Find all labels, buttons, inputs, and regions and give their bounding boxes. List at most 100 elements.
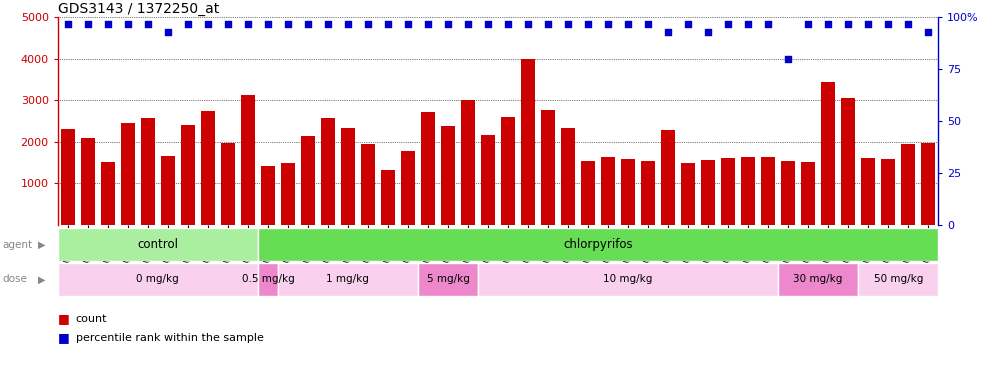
- Bar: [501, 117, 515, 225]
- Point: [340, 20, 356, 26]
- Point: [740, 20, 756, 26]
- Text: GDS3143 / 1372250_at: GDS3143 / 1372250_at: [58, 2, 219, 16]
- Bar: [461, 100, 475, 225]
- Bar: [101, 162, 115, 225]
- Point: [780, 56, 796, 62]
- Point: [139, 20, 155, 26]
- Bar: [301, 136, 315, 225]
- Text: ■: ■: [58, 312, 70, 325]
- Text: 10 mg/kg: 10 mg/kg: [604, 274, 652, 285]
- Bar: [418, 263, 478, 296]
- Point: [520, 20, 536, 26]
- Text: percentile rank within the sample: percentile rank within the sample: [76, 333, 264, 343]
- Point: [180, 20, 196, 26]
- Point: [720, 20, 736, 26]
- Point: [800, 20, 816, 26]
- Bar: [258, 228, 938, 261]
- Bar: [258, 263, 278, 296]
- Bar: [241, 95, 255, 225]
- Bar: [622, 159, 635, 225]
- Text: 50 mg/kg: 50 mg/kg: [873, 274, 923, 285]
- Bar: [61, 129, 75, 225]
- Bar: [601, 157, 616, 225]
- Point: [360, 20, 375, 26]
- Point: [920, 29, 936, 35]
- Point: [120, 20, 135, 26]
- Point: [500, 20, 516, 26]
- Bar: [901, 144, 915, 225]
- Text: ■: ■: [58, 331, 70, 344]
- Point: [240, 20, 256, 26]
- Bar: [521, 59, 535, 225]
- Bar: [341, 127, 355, 225]
- Point: [460, 20, 476, 26]
- Text: 30 mg/kg: 30 mg/kg: [794, 274, 843, 285]
- Point: [420, 20, 436, 26]
- Bar: [921, 142, 935, 225]
- Bar: [801, 162, 815, 225]
- Point: [60, 20, 76, 26]
- Bar: [701, 160, 715, 225]
- Point: [760, 20, 776, 26]
- Bar: [160, 156, 175, 225]
- Text: count: count: [76, 314, 108, 324]
- Bar: [121, 123, 134, 225]
- Point: [841, 20, 857, 26]
- Bar: [140, 118, 154, 225]
- Bar: [441, 126, 455, 225]
- Bar: [681, 163, 695, 225]
- Text: 1 mg/kg: 1 mg/kg: [327, 274, 370, 285]
- Point: [280, 20, 296, 26]
- Point: [821, 20, 837, 26]
- Text: 0 mg/kg: 0 mg/kg: [136, 274, 179, 285]
- Bar: [58, 263, 258, 296]
- Text: chlorpyrifos: chlorpyrifos: [564, 238, 632, 251]
- Point: [300, 20, 316, 26]
- Point: [560, 20, 576, 26]
- Bar: [401, 151, 415, 225]
- Point: [400, 20, 416, 26]
- Bar: [361, 144, 374, 225]
- Bar: [581, 161, 595, 225]
- Bar: [761, 157, 775, 225]
- Bar: [261, 166, 275, 225]
- Point: [100, 20, 116, 26]
- Point: [621, 20, 636, 26]
- Point: [640, 20, 656, 26]
- Point: [80, 20, 96, 26]
- Bar: [862, 158, 875, 225]
- Bar: [321, 118, 335, 225]
- Bar: [661, 130, 675, 225]
- Point: [580, 20, 596, 26]
- Bar: [481, 135, 495, 225]
- Text: control: control: [137, 238, 178, 251]
- Text: agent: agent: [2, 240, 32, 250]
- Point: [861, 20, 876, 26]
- Point: [220, 20, 236, 26]
- Bar: [778, 263, 859, 296]
- Bar: [541, 110, 555, 225]
- Bar: [821, 81, 836, 225]
- Bar: [781, 161, 795, 225]
- Point: [601, 20, 617, 26]
- Bar: [281, 163, 295, 225]
- Bar: [181, 125, 195, 225]
- Text: ▶: ▶: [38, 240, 46, 250]
- Point: [260, 20, 276, 26]
- Point: [880, 20, 896, 26]
- Point: [700, 29, 716, 35]
- Bar: [721, 158, 735, 225]
- Bar: [278, 263, 418, 296]
- Text: ▶: ▶: [38, 274, 46, 285]
- Bar: [561, 128, 575, 225]
- Bar: [221, 143, 235, 225]
- Point: [680, 20, 696, 26]
- Point: [540, 20, 556, 26]
- Bar: [478, 263, 778, 296]
- Bar: [81, 138, 95, 225]
- Point: [660, 29, 676, 35]
- Bar: [58, 228, 258, 261]
- Text: dose: dose: [2, 274, 27, 285]
- Bar: [380, 170, 395, 225]
- Bar: [881, 159, 895, 225]
